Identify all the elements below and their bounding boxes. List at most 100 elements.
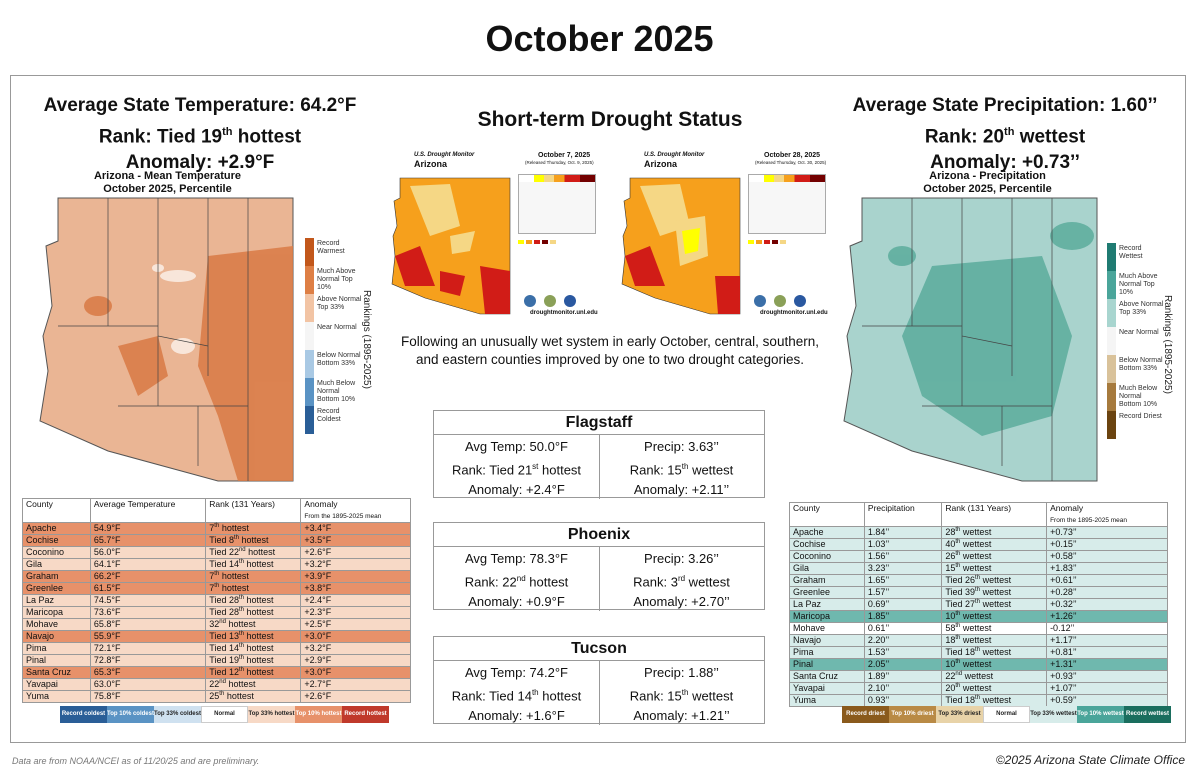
county-value: 1.65’’ bbox=[863, 574, 943, 587]
table-row: Cochise 65.7°F Tied 8th hottest +3.5°F bbox=[22, 534, 411, 547]
city-temp-anomaly: Anomaly: +0.9°F bbox=[468, 594, 565, 610]
table-row: Apache 54.9°F 7th hottest +3.4°F bbox=[22, 522, 411, 535]
county-name: Yuma bbox=[789, 694, 865, 707]
precipitation-category-bar: Record driest Top 10% driest Top 33% dries… bbox=[842, 706, 1171, 723]
county-name: Yavapai bbox=[22, 678, 91, 691]
city-box-tucson: Tucson Avg Temp: 74.2°F Rank: Tied 14th ho… bbox=[433, 636, 765, 726]
category-swatch: Top 33% hottest bbox=[248, 706, 295, 723]
precipitation-summary: Average State Precipitation: 1.60’’ Rank… bbox=[830, 93, 1180, 176]
drought-map-oct7: U.S. Drought Monitor Arizona October 7, … bbox=[388, 148, 598, 320]
county-value: 72.1°F bbox=[89, 642, 207, 655]
county-rank: 18th wettest bbox=[941, 634, 1048, 647]
county-value: 65.8°F bbox=[89, 618, 207, 631]
city-temp-stats: Avg Temp: 74.2°F Rank: Tied 14th hottest A… bbox=[434, 663, 599, 726]
county-rank: 58th wettest bbox=[941, 622, 1048, 635]
county-rank: Tied 28th hottest bbox=[205, 594, 302, 607]
category-swatch: Top 33% wettest bbox=[1030, 706, 1077, 723]
county-name: Cochise bbox=[789, 538, 865, 551]
legend-label: Much Above Normal Top 10% bbox=[1119, 273, 1158, 296]
county-value: 1.85’’ bbox=[863, 610, 943, 623]
page-title: October 2025 bbox=[485, 18, 714, 59]
table-row: Santa Cruz 65.3°F Tied 12th hottest +3.0°F bbox=[22, 666, 411, 679]
county-anomaly: +1.17’’ bbox=[1046, 634, 1168, 647]
city-precip-rank: Rank: 3rd wettest bbox=[633, 574, 730, 590]
legend-swatch bbox=[1107, 243, 1116, 271]
precipitation-map bbox=[843, 197, 1098, 482]
city-precip-stats: Precip: 1.88’’ Rank: 15th wettest Anomaly:… bbox=[599, 663, 764, 726]
table-row: Coconino 1.56’’ 26th wettest +0.58’’ bbox=[789, 550, 1168, 563]
col-anomaly: Anomaly From the 1895-2025 mean bbox=[300, 498, 411, 523]
precipitation-county-table: County Precipitation Rank (131 Years) An… bbox=[789, 502, 1168, 707]
county-anomaly: +2.9°F bbox=[300, 654, 411, 667]
legend-label: Near Normal bbox=[1119, 329, 1159, 336]
temperature-legend: Record Warmest Much Above Normal Top 10% A… bbox=[305, 238, 365, 438]
county-anomaly: +3.0°F bbox=[300, 666, 411, 679]
temperature-rank: Rank: Tied 19th hottest bbox=[98, 126, 302, 148]
county-name: Pima bbox=[789, 646, 865, 659]
legend-label: Much Below Normal Bottom 10% bbox=[317, 380, 356, 403]
category-swatch: Normal bbox=[983, 706, 1030, 723]
county-value: 75.8°F bbox=[89, 690, 207, 703]
table-row: Pinal 72.8°F Tied 19th hottest +2.9°F bbox=[22, 654, 411, 667]
county-value: 1.89’’ bbox=[863, 670, 943, 683]
legend-swatch bbox=[305, 238, 314, 266]
county-name: Maricopa bbox=[789, 610, 865, 623]
legend-label: Record Wettest bbox=[1119, 245, 1143, 260]
legend-swatch bbox=[305, 350, 314, 378]
legend-swatch bbox=[305, 322, 314, 350]
county-anomaly: +0.59’’ bbox=[1046, 694, 1168, 707]
col-rank: Rank (131 Years) bbox=[205, 498, 302, 523]
city-name: Phoenix bbox=[434, 523, 764, 547]
table-row: Pima 72.1°F Tied 14th hottest +3.2°F bbox=[22, 642, 411, 655]
col-average-temperature: Average Temperature bbox=[89, 498, 207, 523]
city-name: Flagstaff bbox=[434, 411, 764, 435]
city-avg-temp: Avg Temp: 74.2°F bbox=[465, 665, 568, 680]
county-anomaly: +3.4°F bbox=[300, 522, 411, 535]
data-source-note: Data are from NOAA/NCEI as of 11/20/25 a… bbox=[12, 756, 260, 766]
county-rank: Tied 14th hottest bbox=[205, 558, 302, 571]
county-value: 0.69’’ bbox=[863, 598, 943, 611]
legend-label: Below Normal Bottom 33% bbox=[1119, 357, 1163, 372]
legend-swatch bbox=[305, 378, 314, 406]
county-anomaly: +3.5°F bbox=[300, 534, 411, 547]
county-rank: Tied 12th hottest bbox=[205, 666, 302, 679]
legend-swatch bbox=[1107, 271, 1116, 299]
county-anomaly: +1.31’’ bbox=[1046, 658, 1168, 671]
county-anomaly: +2.7°F bbox=[300, 678, 411, 691]
temperature-anomaly: Anomaly: +2.9°F bbox=[125, 152, 275, 174]
legend-label: Record Warmest bbox=[317, 240, 345, 255]
county-value: 3.23’’ bbox=[863, 562, 943, 575]
county-rank: Tied 19th hottest bbox=[205, 654, 302, 667]
county-anomaly: +0.28’’ bbox=[1046, 586, 1168, 599]
city-temp-rank: Rank: Tied 21st hottest bbox=[451, 462, 582, 478]
county-rank: Tied 13th hottest bbox=[205, 630, 302, 643]
county-name: Pinal bbox=[22, 654, 91, 667]
county-value: 72.8°F bbox=[89, 654, 207, 667]
county-anomaly: +0.32’’ bbox=[1046, 598, 1168, 611]
county-name: Coconino bbox=[22, 546, 91, 559]
county-anomaly: +0.81’’ bbox=[1046, 646, 1168, 659]
county-rank: 40th wettest bbox=[941, 538, 1048, 551]
table-row: Yuma 75.8°F 25th hottest +2.6°F bbox=[22, 690, 411, 703]
county-rank: 7th hottest bbox=[205, 570, 302, 583]
county-anomaly: +3.2°F bbox=[300, 642, 411, 655]
county-value: 1.53’’ bbox=[863, 646, 943, 659]
legend-swatch bbox=[305, 406, 314, 434]
county-anomaly: +0.58’’ bbox=[1046, 550, 1168, 563]
table-row: Navajo 2.20’’ 18th wettest +1.17’’ bbox=[789, 634, 1168, 647]
county-rank: 22nd hottest bbox=[205, 678, 302, 691]
legend-swatch bbox=[1107, 327, 1116, 355]
county-rank: Tied 8th hottest bbox=[205, 534, 302, 547]
col-county: County bbox=[789, 502, 865, 527]
city-precip-anomaly: Anomaly: +2.11’’ bbox=[633, 482, 730, 498]
county-value: 74.5°F bbox=[89, 594, 207, 607]
table-row: Pinal 2.05’’ 10th wettest +1.31’’ bbox=[789, 658, 1168, 671]
table-row: Greenlee 61.5°F 7th hottest +3.8°F bbox=[22, 582, 411, 595]
county-name: Yuma bbox=[22, 690, 91, 703]
temperature-rankings-label: Rankings (1895-2025) bbox=[361, 290, 372, 389]
county-anomaly: -0.12’’ bbox=[1046, 622, 1168, 635]
county-value: 2.10’’ bbox=[863, 682, 943, 695]
table-row: Santa Cruz 1.89’’ 22nd wettest +0.93’’ bbox=[789, 670, 1168, 683]
county-name: Coconino bbox=[789, 550, 865, 563]
county-value: 2.20’’ bbox=[863, 634, 943, 647]
